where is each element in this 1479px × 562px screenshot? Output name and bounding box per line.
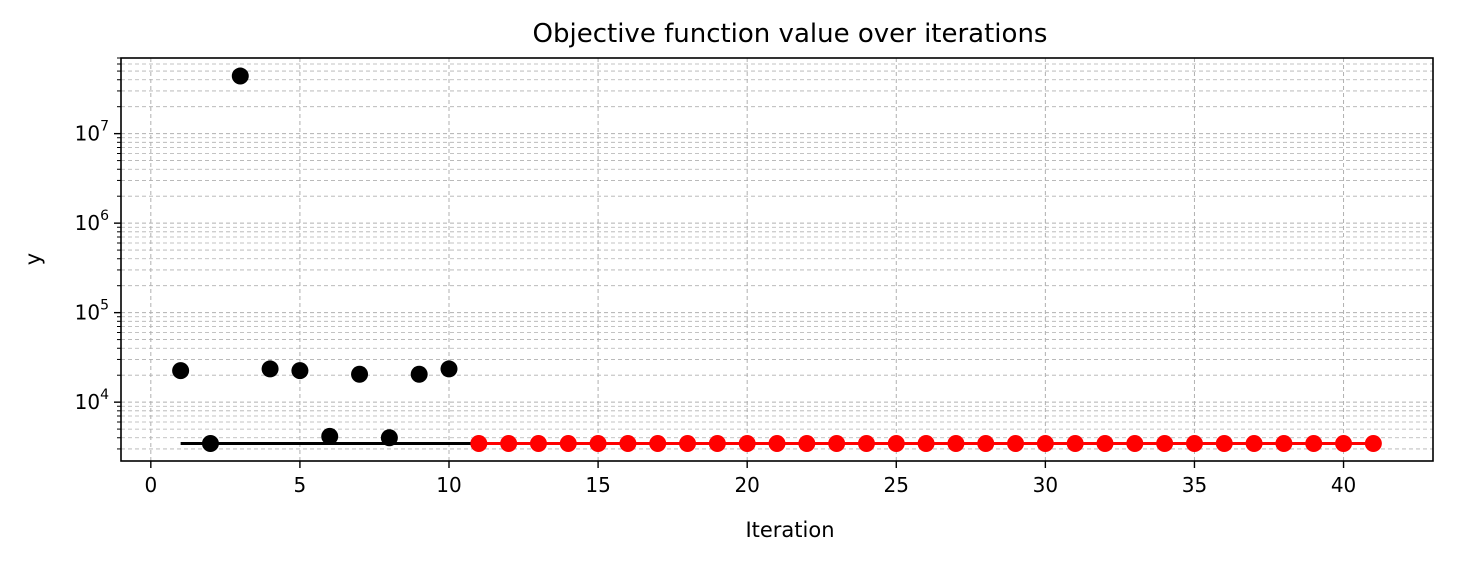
- x-axis-ticks: 0 5 10 15 20 25 30 35 40: [144, 461, 1356, 497]
- data-point: [1305, 435, 1323, 453]
- data-point: [1156, 435, 1174, 453]
- data-points: [172, 67, 1382, 453]
- x-tick-label: 30: [1033, 473, 1058, 497]
- data-point: [798, 435, 816, 453]
- data-point: [1275, 435, 1293, 453]
- data-point: [828, 435, 846, 453]
- data-point: [261, 360, 279, 378]
- data-point: [201, 435, 219, 453]
- data-point: [768, 435, 786, 453]
- data-point: [1096, 435, 1114, 453]
- x-tick-label: 40: [1331, 473, 1356, 497]
- data-point: [1185, 435, 1203, 453]
- data-point: [440, 360, 458, 378]
- y-axis-ticks: 104 105 106 107: [75, 57, 121, 450]
- data-point: [380, 429, 398, 447]
- data-point: [589, 435, 607, 453]
- plot-frame: [120, 57, 1434, 462]
- y-axis-label: y: [21, 253, 45, 265]
- chart-title: Objective function value over iterations: [533, 19, 1048, 49]
- data-point: [977, 435, 995, 453]
- data-point: [231, 67, 249, 85]
- data-point: [529, 435, 547, 453]
- data-point: [351, 365, 369, 383]
- y-tick-label: 104: [75, 387, 109, 414]
- y-tick-label: 106: [75, 208, 109, 235]
- data-point: [619, 435, 637, 453]
- data-point: [887, 435, 905, 453]
- data-point: [470, 435, 488, 453]
- data-point: [1364, 435, 1382, 453]
- data-point: [500, 435, 518, 453]
- x-tick-label: 0: [144, 473, 157, 497]
- data-point: [1066, 435, 1084, 453]
- data-point: [321, 427, 339, 445]
- x-tick-label: 10: [436, 473, 461, 497]
- data-point: [917, 435, 935, 453]
- grid: [121, 57, 1433, 461]
- x-tick-label: 25: [884, 473, 909, 497]
- data-point: [1245, 435, 1263, 453]
- data-point: [291, 362, 309, 380]
- data-point: [738, 435, 756, 453]
- data-point: [410, 365, 428, 383]
- data-point: [1036, 435, 1054, 453]
- y-tick-label: 105: [75, 298, 109, 325]
- data-point: [708, 435, 726, 453]
- data-point: [1007, 435, 1025, 453]
- x-axis-label: Iteration: [745, 518, 834, 542]
- x-tick-label: 20: [734, 473, 759, 497]
- data-point: [679, 435, 697, 453]
- data-point: [649, 435, 667, 453]
- data-point: [947, 435, 965, 453]
- data-point: [1335, 435, 1353, 453]
- data-point: [857, 435, 875, 453]
- x-tick-label: 5: [294, 473, 307, 497]
- x-tick-label: 35: [1182, 473, 1207, 497]
- y-tick-label: 107: [75, 119, 109, 146]
- data-point: [559, 435, 577, 453]
- data-point: [1126, 435, 1144, 453]
- x-tick-label: 15: [585, 473, 610, 497]
- data-point: [172, 362, 190, 380]
- data-point: [1215, 435, 1233, 453]
